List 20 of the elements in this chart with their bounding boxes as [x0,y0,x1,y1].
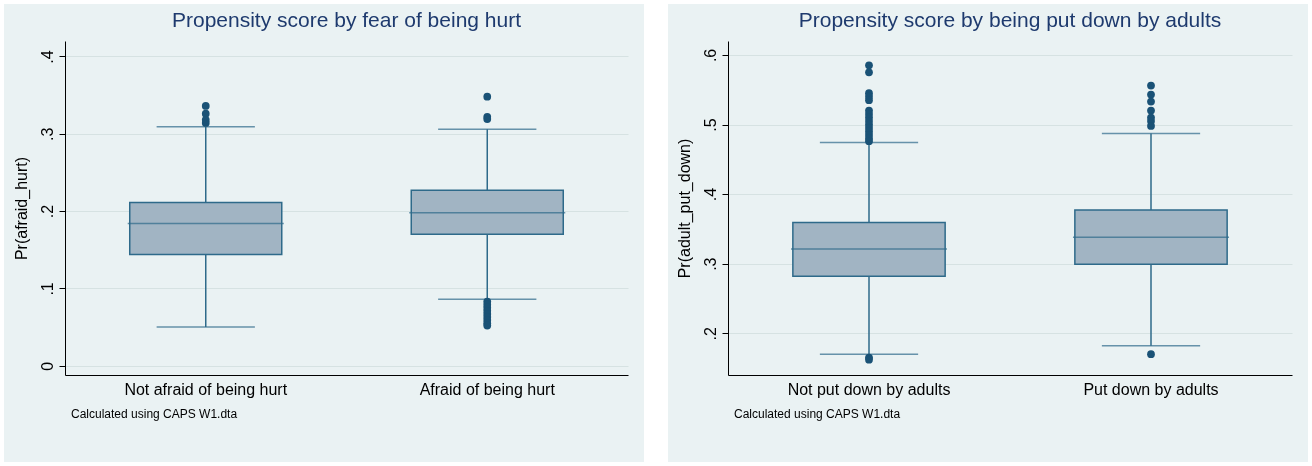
y-tick-label: .2 [38,204,56,219]
x-tick-label: Not put down by adults [787,380,951,398]
y-tick-label: .5 [701,118,719,132]
x-tick-label: Afraid of being hurt [419,380,556,398]
y-tick-label: .4 [701,187,719,202]
text: Calculated using CAPS W1.dta [734,407,901,421]
chart-title: Propensity score by fear of being hurt [171,8,522,31]
y-tick-label: .3 [701,257,719,271]
y-tick-label: .6 [701,48,719,63]
y-axis-title: Pr(adult_put_down) [675,138,694,279]
y-tick-label: 0 [38,361,56,371]
y-tick-label: .4 [38,50,56,64]
chart-title: Propensity score by being put down by adults [798,8,1222,31]
y-tick-label: .2 [701,326,719,341]
y-tick-label: .3 [38,127,56,141]
x-tick-label: Not afraid of being hurt [124,380,288,398]
text: Calculated using CAPS W1.dta [71,407,238,421]
y-axis-title: Pr(afraid_hurt) [12,156,31,261]
y-tick-label: .1 [38,282,56,296]
x-tick-label: Put down by adults [1083,380,1219,398]
